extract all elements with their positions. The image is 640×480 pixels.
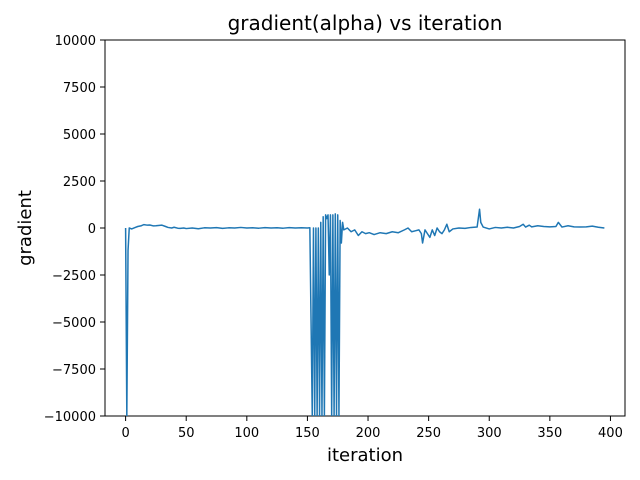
x-tick-label: 250 <box>416 426 441 441</box>
series-layer <box>124 208 605 416</box>
y-axis-ticks: 10000 7500 5000 2500 0 −2500 −5000 −7500 −10000 <box>44 34 105 425</box>
x-axis-ticks: 0 50 100 150 200 250 300 350 400 <box>121 416 623 441</box>
y-tick-label: 10000 <box>55 34 96 49</box>
series-line <box>124 208 605 416</box>
x-tick-label: 300 <box>477 426 502 441</box>
y-tick-label: −7500 <box>52 363 96 378</box>
x-tick-label: 350 <box>537 426 562 441</box>
x-tick-label: 50 <box>178 426 195 441</box>
x-tick-label: 100 <box>234 426 259 441</box>
y-tick-label: 7500 <box>63 81 96 96</box>
chart-title: gradient(alpha) vs iteration <box>228 11 503 35</box>
x-tick-label: 150 <box>295 426 320 441</box>
x-tick-label: 0 <box>121 426 129 441</box>
y-axis-label: gradient <box>15 190 36 266</box>
y-tick-label: −2500 <box>52 269 96 284</box>
y-tick-label: 5000 <box>63 128 96 143</box>
x-axis-label: iteration <box>327 445 403 466</box>
y-tick-label: 2500 <box>63 175 96 190</box>
y-tick-label: 0 <box>88 222 96 237</box>
x-tick-label: 200 <box>356 426 381 441</box>
x-tick-label: 400 <box>598 426 623 441</box>
y-tick-label: −10000 <box>44 410 96 425</box>
y-tick-label: −5000 <box>52 316 96 331</box>
